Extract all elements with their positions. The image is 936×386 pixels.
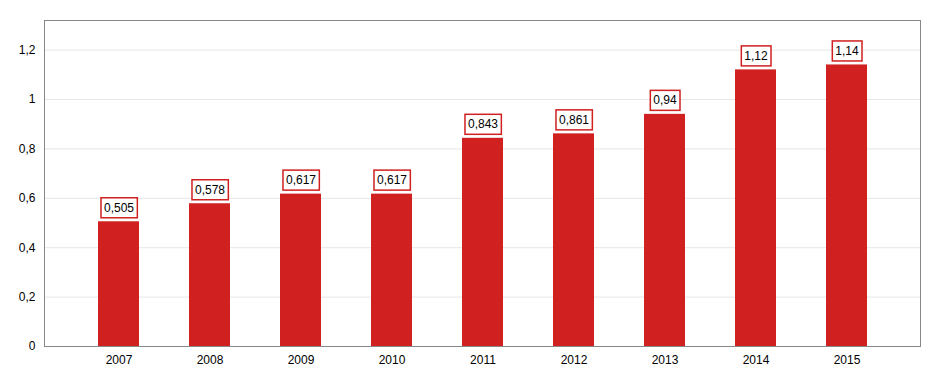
- svg-text:0: 0: [29, 339, 36, 353]
- svg-text:1,12: 1,12: [744, 49, 768, 63]
- svg-text:2009: 2009: [288, 353, 315, 367]
- svg-text:2013: 2013: [652, 353, 679, 367]
- svg-text:2015: 2015: [834, 353, 861, 367]
- svg-text:0,8: 0,8: [19, 142, 36, 156]
- svg-text:1,2: 1,2: [19, 43, 36, 57]
- svg-text:2011: 2011: [470, 353, 496, 367]
- svg-text:0,4: 0,4: [19, 241, 36, 255]
- svg-text:0,861: 0,861: [559, 113, 589, 127]
- svg-text:1,14: 1,14: [835, 44, 859, 58]
- svg-text:1: 1: [29, 92, 36, 106]
- svg-text:0,505: 0,505: [104, 201, 134, 215]
- svg-text:0,843: 0,843: [468, 117, 498, 131]
- svg-text:0,94: 0,94: [653, 93, 677, 107]
- svg-text:2007: 2007: [106, 353, 133, 367]
- svg-text:0,617: 0,617: [286, 173, 316, 187]
- svg-text:2010: 2010: [379, 353, 406, 367]
- svg-text:0,6: 0,6: [19, 191, 36, 205]
- svg-text:2012: 2012: [561, 353, 588, 367]
- svg-text:2008: 2008: [197, 353, 224, 367]
- svg-text:2014: 2014: [743, 353, 770, 367]
- svg-text:0,578: 0,578: [195, 183, 225, 197]
- svg-text:0,2: 0,2: [19, 290, 36, 304]
- svg-text:0,617: 0,617: [377, 173, 407, 187]
